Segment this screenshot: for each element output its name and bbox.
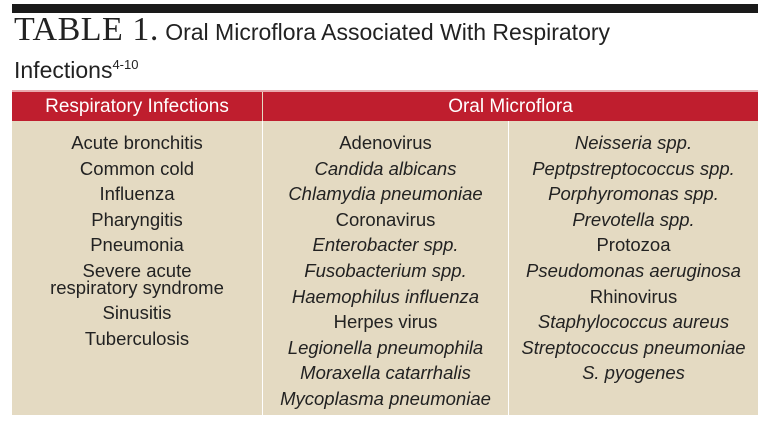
table-cell: Haemophilus influenza [291,285,480,307]
table-cell: S. pyogenes [582,362,685,384]
header-oral-microflora: Oral Microflora [263,92,758,121]
table-title-line2: Infections4-10 [14,50,138,85]
table-title: TABLE 1. Oral Microflora Associated With… [14,11,611,48]
header-respiratory-infections: Respiratory Infections [12,92,262,121]
column-divider [262,121,263,415]
table-cell: Enterobacter spp. [312,234,459,256]
table-cell: Rhinovirus [589,285,678,307]
table-label: TABLE 1. [14,11,159,48]
table-cell: Common cold [79,157,195,179]
oral-microflora-column-2: Neisseria spp. Peptpstreptococcus spp. Por… [509,130,758,386]
table-cell: Peptpstreptococcus spp. [532,157,735,179]
respiratory-infections-column: Acute bronchitis Common cold Influenza Phar… [12,130,262,351]
column-divider [508,121,509,415]
table-cell: Candida albicans [314,157,457,179]
table-cell: Tuberculosis [84,327,190,349]
table-cell: Influenza [99,183,175,205]
top-rule [12,4,758,13]
table-cell: Acute bronchitis [71,132,203,153]
table-cell: Neisseria spp. [574,132,693,153]
table-cell: Sinusitis [102,301,172,323]
table-cell: Mycoplasma pneumoniae [280,387,491,409]
table-cell: Fusobacterium spp. [304,259,467,281]
microflora-table: Respiratory Infections Oral Microflora A… [12,90,758,415]
table-cell: Prevotella spp. [572,208,695,230]
table-title-text: Oral Microflora Associated With Respirat… [165,19,611,45]
reference-superscript: 4-10 [112,57,139,72]
table-cell: Legionella pneumophila [287,336,484,358]
table-cell: Moraxella catarrhalis [300,362,471,384]
table-cell: Adenovirus [339,132,432,153]
oral-microflora-column-1: Adenovirus Candida albicans Chlamydia pneu… [263,130,508,412]
table-cell: Streptococcus pneumoniae [521,336,746,358]
table-cell: Pseudomonas aeruginosa [526,259,741,281]
table-cell: Severe acute respiratory syndrome [50,259,224,298]
table-cell: Protozoa [596,234,671,256]
table-cell: Coronavirus [335,208,436,230]
title-line2-text: Infections [14,57,113,83]
table-cell: Herpes virus [333,311,438,333]
table-cell: Staphylococcus aureus [537,311,730,333]
table-cell: Pharyngitis [91,208,183,230]
table-cell: Porphyromonas spp. [548,183,719,205]
table-cell: Chlamydia pneumoniae [288,183,483,205]
table-cell: Pneumonia [90,234,184,256]
